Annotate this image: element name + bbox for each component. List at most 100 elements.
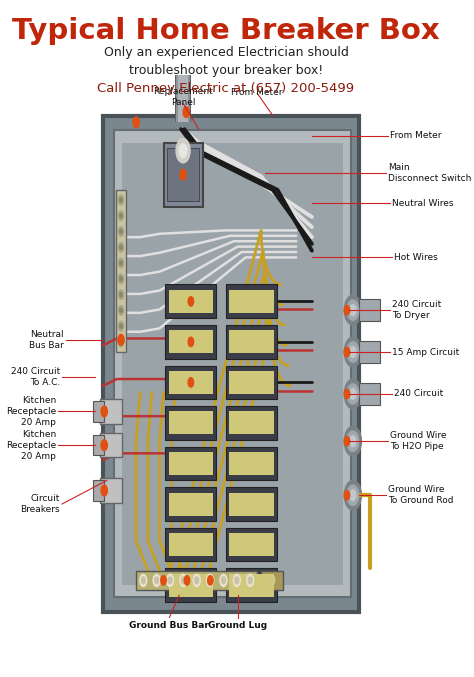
FancyBboxPatch shape xyxy=(229,290,273,313)
FancyBboxPatch shape xyxy=(176,75,190,123)
Text: Circuit
Breakers: Circuit Breakers xyxy=(20,494,60,514)
Text: Kitchen
Receptacle
20 Amp: Kitchen Receptacle 20 Amp xyxy=(6,430,56,461)
Circle shape xyxy=(120,230,122,234)
Circle shape xyxy=(344,491,350,500)
Circle shape xyxy=(207,574,214,586)
Circle shape xyxy=(120,324,122,328)
Circle shape xyxy=(347,485,359,505)
Circle shape xyxy=(344,305,350,315)
Circle shape xyxy=(344,379,362,409)
Circle shape xyxy=(180,574,187,586)
Circle shape xyxy=(246,574,254,586)
Circle shape xyxy=(347,342,359,362)
FancyBboxPatch shape xyxy=(169,452,213,475)
Circle shape xyxy=(344,389,350,399)
FancyBboxPatch shape xyxy=(165,406,216,440)
FancyBboxPatch shape xyxy=(226,406,277,440)
FancyBboxPatch shape xyxy=(100,479,122,503)
Circle shape xyxy=(269,575,275,586)
FancyBboxPatch shape xyxy=(226,325,277,359)
Circle shape xyxy=(208,575,213,585)
FancyBboxPatch shape xyxy=(226,568,277,602)
Circle shape xyxy=(141,577,145,584)
Circle shape xyxy=(101,485,107,496)
FancyBboxPatch shape xyxy=(165,447,216,481)
Circle shape xyxy=(120,340,122,344)
Circle shape xyxy=(176,139,190,163)
Circle shape xyxy=(118,227,124,236)
FancyBboxPatch shape xyxy=(229,371,273,394)
Circle shape xyxy=(347,384,359,404)
FancyBboxPatch shape xyxy=(229,452,273,475)
FancyBboxPatch shape xyxy=(116,190,126,352)
Circle shape xyxy=(120,308,122,312)
Circle shape xyxy=(183,107,189,118)
Circle shape xyxy=(120,214,122,218)
Circle shape xyxy=(350,305,356,315)
Text: 240 Circuit
To A.C.: 240 Circuit To A.C. xyxy=(11,367,60,387)
FancyBboxPatch shape xyxy=(167,148,200,201)
Circle shape xyxy=(195,577,199,584)
FancyBboxPatch shape xyxy=(169,330,213,353)
Circle shape xyxy=(120,245,122,249)
FancyBboxPatch shape xyxy=(92,435,104,456)
Circle shape xyxy=(101,440,107,451)
FancyBboxPatch shape xyxy=(165,325,216,359)
FancyBboxPatch shape xyxy=(164,143,202,206)
Text: From Meter: From Meter xyxy=(390,131,441,140)
FancyBboxPatch shape xyxy=(136,571,257,590)
FancyBboxPatch shape xyxy=(359,299,380,321)
Circle shape xyxy=(350,490,356,501)
FancyBboxPatch shape xyxy=(169,573,213,596)
Circle shape xyxy=(344,337,362,367)
Circle shape xyxy=(118,322,124,331)
Circle shape xyxy=(347,431,359,452)
FancyBboxPatch shape xyxy=(92,481,104,501)
Text: Neutral
Bus Bar: Neutral Bus Bar xyxy=(29,330,64,350)
Circle shape xyxy=(188,337,193,347)
Text: Ground Wire
To H2O Pipe: Ground Wire To H2O Pipe xyxy=(390,431,447,452)
Text: From Meter: From Meter xyxy=(231,87,283,97)
Circle shape xyxy=(140,574,147,586)
Text: Ground Bus Bar: Ground Bus Bar xyxy=(129,621,210,630)
FancyBboxPatch shape xyxy=(359,383,380,405)
Circle shape xyxy=(120,261,122,265)
Circle shape xyxy=(350,347,356,357)
FancyBboxPatch shape xyxy=(261,571,283,590)
Circle shape xyxy=(118,290,124,299)
Circle shape xyxy=(193,574,200,586)
Circle shape xyxy=(179,144,187,158)
Text: Ground Wire
To Ground Rod: Ground Wire To Ground Rod xyxy=(388,485,454,505)
Text: 15 Amp Circuit: 15 Amp Circuit xyxy=(392,347,459,357)
FancyBboxPatch shape xyxy=(226,366,277,399)
Circle shape xyxy=(118,211,124,221)
Text: Ground Lug: Ground Lug xyxy=(208,621,267,630)
Circle shape xyxy=(120,292,122,297)
Circle shape xyxy=(350,389,356,399)
FancyBboxPatch shape xyxy=(92,401,104,422)
Circle shape xyxy=(118,274,124,284)
Text: Only an experienced Electrician should
troubleshoot your breaker box!: Only an experienced Electrician should t… xyxy=(103,46,348,77)
Text: 240 Circuit: 240 Circuit xyxy=(394,389,443,398)
Circle shape xyxy=(133,117,139,128)
Circle shape xyxy=(101,406,107,417)
Circle shape xyxy=(233,574,240,586)
Circle shape xyxy=(350,436,356,447)
Circle shape xyxy=(248,577,252,584)
Circle shape xyxy=(180,169,186,180)
Text: Typical Home Breaker Box: Typical Home Breaker Box xyxy=(12,17,440,45)
FancyBboxPatch shape xyxy=(226,487,277,521)
FancyBboxPatch shape xyxy=(169,371,213,394)
Text: Call Penney Electric at (657) 200-5499: Call Penney Electric at (657) 200-5499 xyxy=(98,82,355,95)
Circle shape xyxy=(344,347,350,357)
Text: Main
Disconnect Switch: Main Disconnect Switch xyxy=(388,163,471,183)
Circle shape xyxy=(182,577,185,584)
Circle shape xyxy=(184,575,190,585)
FancyBboxPatch shape xyxy=(100,433,122,458)
FancyBboxPatch shape xyxy=(229,330,273,353)
FancyBboxPatch shape xyxy=(169,290,213,313)
Circle shape xyxy=(188,378,193,387)
Circle shape xyxy=(220,574,227,586)
FancyBboxPatch shape xyxy=(165,284,216,318)
FancyBboxPatch shape xyxy=(226,527,277,561)
